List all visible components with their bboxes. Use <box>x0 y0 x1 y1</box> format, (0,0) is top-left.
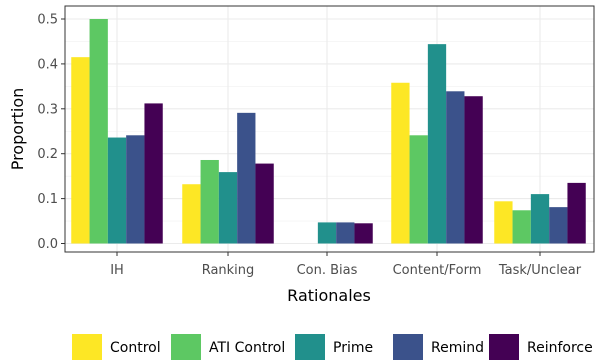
legend-key-remind <box>393 334 423 360</box>
y-axis-title: Proportion <box>8 88 27 171</box>
bar-ati-control-0 <box>89 19 108 244</box>
bar-control-4 <box>494 201 513 244</box>
legend-label: Remind <box>431 340 484 356</box>
x-tick-label: Ranking <box>202 263 255 278</box>
legend-key-ati-control <box>171 334 201 360</box>
bar-remind-0 <box>126 135 145 244</box>
bar-control-1 <box>182 184 201 244</box>
y-axis-ticks: 0.0 0.1 0.2 0.3 0.4 0.5 <box>37 13 65 252</box>
bar-reinforce-2 <box>354 223 373 244</box>
bar-remind-1 <box>237 112 256 244</box>
y-tick-label: 0.1 <box>37 192 58 207</box>
y-tick-label: 0.2 <box>37 147 58 162</box>
bar-ati-control-1 <box>200 159 219 244</box>
legend: Control ATI Control Prime Remind Reinforce <box>72 334 593 360</box>
y-tick-label: 0.3 <box>37 102 58 117</box>
bar-reinforce-1 <box>255 163 274 244</box>
legend-key-prime <box>295 334 325 360</box>
bar-ati-control-3 <box>409 135 428 244</box>
x-tick-label: Content/Form <box>393 263 482 278</box>
y-tick-label: 0.5 <box>37 13 58 28</box>
legend-label: Reinforce <box>527 340 593 356</box>
bar-ati-control-4 <box>512 210 531 244</box>
bar-prime-4 <box>530 194 550 244</box>
bar-reinforce-3 <box>464 96 483 244</box>
x-axis-ticks: IH Ranking Con. Bias Content/Form Task/Uncle… <box>110 252 582 278</box>
bar-reinforce-4 <box>567 182 586 244</box>
bar-prime-0 <box>107 137 127 244</box>
bar-remind-2 <box>336 222 355 244</box>
y-tick-label: 0.0 <box>37 237 58 252</box>
y-tick-label: 0.4 <box>37 57 58 72</box>
legend-label: Control <box>110 340 161 356</box>
x-tick-label: Con. Bias <box>297 263 358 278</box>
bar-remind-3 <box>446 91 465 244</box>
legend-key-reinforce <box>489 334 519 360</box>
bar-control-3 <box>391 82 410 244</box>
x-axis-title: Rationales <box>287 286 371 305</box>
legend-key-control <box>72 334 102 360</box>
x-tick-label: Task/Unclear <box>498 263 582 278</box>
legend-label: Prime <box>333 340 373 356</box>
bar-prime-1 <box>218 172 238 244</box>
bar-remind-4 <box>549 207 568 244</box>
bars <box>71 19 586 244</box>
bar-control-0 <box>71 57 90 244</box>
legend-label: ATI Control <box>209 340 285 356</box>
x-tick-label: IH <box>110 263 124 278</box>
bar-prime-2 <box>317 222 337 244</box>
bar-reinforce-0 <box>144 103 163 244</box>
bar-prime-3 <box>427 44 447 244</box>
panel-border <box>64 5 595 253</box>
